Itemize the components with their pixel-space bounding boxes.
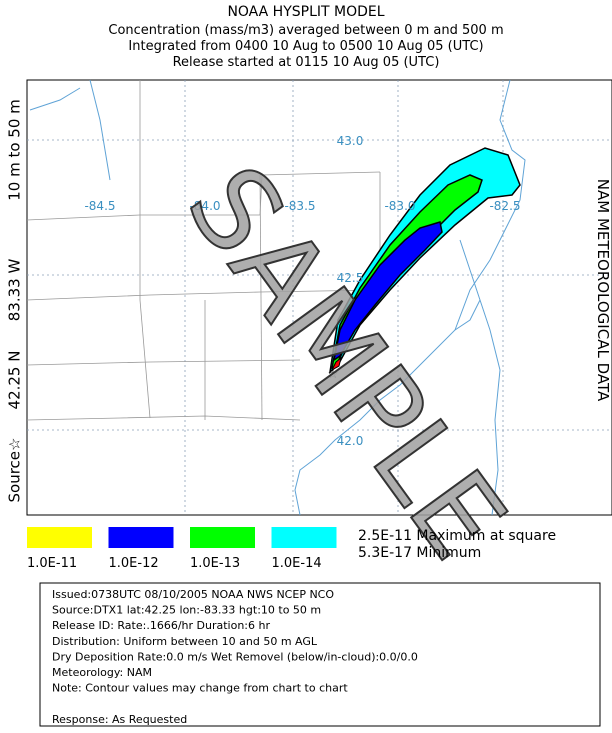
info-box [39,582,601,727]
title: NOAA HYSPLIT MODEL [227,4,384,20]
info-line: Source:DTX1 lat:42.25 lon:-83.33 hgt:10 … [52,604,321,617]
legend-label: 1.0E-14 [272,556,322,571]
subtitle: Release started at 0115 10 Aug 05 (UTC) [173,55,440,70]
source-star: ☆ [328,367,339,381]
lon-label: -83.5 [284,199,315,213]
lat-label: 42.0 [337,434,364,448]
left-label: Source☆ [6,438,24,503]
subtitle: Integrated from 0400 10 Aug to 0500 10 A… [128,39,483,54]
lat-label: 43.0 [337,134,364,148]
lon-label: -83.0 [384,199,415,213]
lat-label: 42.5 [337,271,364,285]
right-label: NAM METEOROLOGICAL DATA [594,179,612,402]
map: ☆ -84.5 -84.0 -83.5 -83.0 -82.543.042.542.0 … [26,79,612,583]
info-line: Note: Contour values may change from cha… [52,682,348,695]
legend-note: 2.5E-11 Maximum at square [358,528,556,544]
info-line: Meteorology: NAM [52,666,152,679]
contour-1e-12 [332,221,443,362]
water [29,79,526,516]
legend-note: 5.3E-17 Minimum [358,545,481,561]
left-label: 10 m to 50 m [6,99,24,201]
legend-swatch [27,527,92,548]
lon-label: -84.5 [84,199,115,213]
legend-swatch [271,527,337,548]
left-label: 83.33 W [6,259,24,322]
lon-label: -84.0 [189,199,220,213]
legend-swatch [108,527,174,548]
legend-label: 1.0E-11 [27,556,77,571]
info-line: Issued:0738UTC 08/10/2005 NOAA NWS NCEP … [52,588,334,601]
legend-label: 1.0E-12 [109,556,159,571]
subtitle: Concentration (mass/m3) averaged between… [108,23,503,38]
lon-label: -82.5 [489,199,520,213]
legend-swatch [190,527,255,548]
contour-1e-14 [328,147,521,374]
info-line: Distribution: Uniform between 10 and 50 … [52,635,318,648]
info-line: Response: As Requested [52,713,187,726]
info-line: Dry Deposition Rate:0.0 m/s Wet Removel … [52,650,418,663]
county-lines [26,80,381,421]
info-line: Release ID: Rate:.1666/hr Duration:6 hr [52,619,270,632]
left-label: 42.25 N [6,351,24,410]
max-square [330,356,342,372]
plume: ☆ [328,147,521,381]
legend-label: 1.0E-13 [190,556,240,571]
